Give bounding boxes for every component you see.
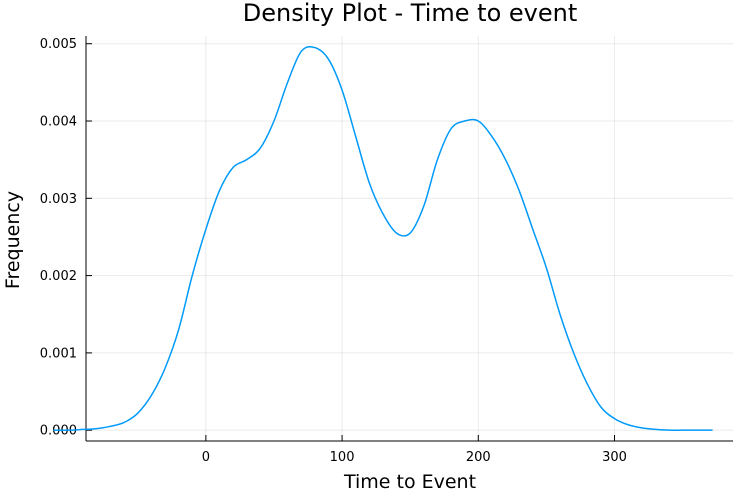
- y-tick-label: 0.004: [40, 115, 77, 130]
- axes: [85, 36, 733, 442]
- density-line: [53, 45, 713, 431]
- x-tick-label: 0: [202, 450, 210, 465]
- grid-lines: [86, 36, 733, 441]
- x-tick-label: 300: [602, 450, 627, 465]
- x-axis-label: Time to Event: [343, 471, 476, 493]
- y-tick-label: 0.005: [40, 37, 77, 52]
- x-tick-label: 200: [466, 450, 491, 465]
- chart-title: Density Plot - Time to event: [243, 0, 577, 27]
- y-axis-label: Frequency: [2, 191, 24, 289]
- series-group: [53, 45, 713, 431]
- y-tick-label: 0.000: [40, 424, 77, 439]
- x-tick-label: 100: [330, 450, 355, 465]
- ticks: 0 100 200 300 0.000 0.001 0.002 0.003 0.004 0.005: [40, 37, 627, 465]
- y-tick-label: 0.001: [40, 346, 77, 361]
- y-tick-label: 0.002: [40, 269, 77, 284]
- y-tick-label: 0.003: [40, 192, 77, 207]
